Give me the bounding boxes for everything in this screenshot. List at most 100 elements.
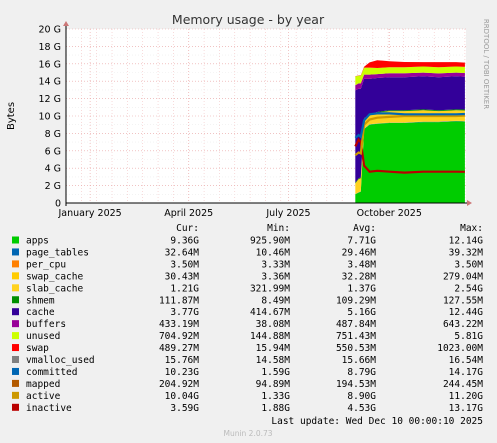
legend-cur-slab-cache: 1.21G	[170, 283, 199, 294]
y-tick-label: 16 G	[39, 59, 61, 70]
legend-min-swap: 15.94M	[256, 343, 291, 354]
y-tick-label: 0	[55, 199, 61, 210]
legend-min-per-cpu: 3.33M	[261, 259, 290, 270]
y-tick-label: 4 G	[45, 164, 61, 175]
y-tick-label: 6 G	[45, 146, 61, 157]
chart-title: Memory usage - by year	[172, 12, 325, 27]
legend-swatch-committed	[12, 367, 19, 375]
legend-name-vmalloc-used: vmalloc_used	[26, 355, 95, 366]
legend-avg-swap: 550.53M	[336, 343, 376, 354]
legend-max-slab-cache: 2.54G	[454, 283, 483, 294]
legend-cur-swap-cache: 30.43M	[165, 271, 200, 282]
legend-name-apps: apps	[26, 236, 49, 247]
series-area-swap	[355, 60, 465, 77]
y-axis-label: Bytes	[6, 102, 17, 130]
x-tick-label: April 2025	[164, 208, 213, 219]
legend-cur-shmem: 111.87M	[159, 295, 199, 306]
legend-max-swap-cache: 279.04M	[443, 271, 483, 282]
legend-swatch-slab-cache	[12, 284, 19, 292]
legend-min-page-tables: 10.46M	[256, 247, 291, 258]
legend-cur-mapped: 204.92M	[159, 379, 199, 390]
series-line-inactive	[354, 137, 465, 174]
legend-max-per-cpu: 3.50M	[454, 259, 483, 270]
legend-name-swap-cache: swap_cache	[26, 271, 83, 282]
legend-min-cache: 414.67M	[250, 307, 290, 318]
legend-swatch-cache	[12, 308, 19, 316]
x-tick-label: October 2025	[357, 208, 422, 219]
legend-header: Max:	[460, 223, 483, 234]
legend-swatch-per-cpu	[12, 260, 19, 268]
legend-avg-active: 8.90G	[347, 391, 376, 402]
legend-cur-cache: 3.77G	[170, 307, 199, 318]
legend-cur-active: 10.04G	[165, 391, 200, 402]
legend-name-page-tables: page_tables	[26, 247, 89, 258]
legend-max-committed: 14.17G	[449, 367, 484, 378]
legend-swatch-active	[12, 391, 19, 399]
legend-swatch-page-tables	[12, 248, 19, 256]
legend: Cur: Min: Avg: Max: apps 9.36G 925.90M 7.71G 12.…	[12, 223, 483, 414]
legend-max-swap: 1023.00M	[437, 343, 483, 354]
legend-cur-inactive: 3.59G	[170, 403, 199, 414]
legend-name-inactive: inactive	[26, 403, 72, 414]
legend-avg-slab-cache: 1.37G	[347, 283, 376, 294]
y-tick-label: 8 G	[45, 129, 61, 140]
legend-swatch-shmem	[12, 296, 19, 304]
legend-min-inactive: 1.88G	[261, 403, 290, 414]
legend-min-active: 1.33G	[261, 391, 290, 402]
legend-swatch-buffers	[12, 320, 19, 328]
series-area-unused	[355, 66, 465, 86]
legend-cur-page-tables: 32.64M	[165, 247, 200, 258]
rrdtool-credit: RRDTOOL / TOBI OETIKER	[482, 19, 490, 109]
legend-cur-per-cpu: 3.50M	[170, 259, 199, 270]
legend-avg-unused: 751.43M	[336, 331, 376, 342]
legend-min-unused: 144.88M	[250, 331, 290, 342]
legend-min-swap-cache: 3.36M	[261, 271, 290, 282]
munin-version: Munin 2.0.73	[223, 429, 272, 438]
axes: 0 2 G 4 G 6 G 8 G 10 G 12 G 14 G 16 G 18 G 20 G Jan…	[39, 21, 472, 219]
legend-cur-vmalloc-used: 15.76M	[165, 355, 200, 366]
y-tick-label: 20 G	[39, 25, 61, 36]
legend-swatch-apps	[12, 236, 19, 244]
legend-avg-shmem: 109.29M	[336, 295, 376, 306]
legend-avg-cache: 5.16G	[347, 307, 376, 318]
legend-avg-mapped: 194.53M	[336, 379, 376, 390]
y-tick-label: 10 G	[39, 112, 61, 123]
legend-avg-page-tables: 29.46M	[342, 247, 377, 258]
legend-name-committed: committed	[26, 367, 77, 378]
legend-swatch-mapped	[12, 379, 19, 387]
legend-name-cache: cache	[26, 307, 55, 318]
legend-swatch-swap-cache	[12, 272, 19, 280]
y-axis-arrow	[63, 21, 69, 26]
legend-cur-buffers: 433.19M	[159, 319, 199, 330]
legend-avg-per-cpu: 3.48M	[347, 259, 376, 270]
legend-min-mapped: 94.89M	[256, 379, 291, 390]
legend-max-apps: 12.14G	[449, 236, 484, 247]
y-tick-label: 12 G	[39, 94, 61, 105]
legend-swatch-swap	[12, 344, 19, 352]
legend-min-slab-cache: 321.99M	[250, 283, 290, 294]
legend-swatch-inactive	[12, 403, 19, 411]
series-layer	[354, 60, 465, 203]
legend-avg-inactive: 4.53G	[347, 403, 376, 414]
legend-name-mapped: mapped	[26, 379, 60, 390]
legend-max-shmem: 127.55M	[443, 295, 483, 306]
series-line-active	[354, 114, 465, 157]
legend-min-shmem: 8.49M	[261, 295, 290, 306]
legend-max-vmalloc-used: 16.54M	[449, 355, 484, 366]
series-line-committed	[354, 112, 465, 139]
y-tick-label: 18 G	[39, 42, 61, 53]
y-tick-label: 2 G	[45, 181, 61, 192]
legend-max-cache: 12.44G	[449, 307, 484, 318]
legend-max-active: 11.20G	[449, 391, 484, 402]
x-axis-arrow	[467, 200, 472, 206]
legend-max-inactive: 13.17G	[449, 403, 484, 414]
legend-name-shmem: shmem	[26, 295, 55, 306]
legend-avg-committed: 8.79G	[347, 367, 376, 378]
legend-swatch-vmalloc-used	[12, 356, 19, 363]
legend-min-vmalloc-used: 14.58M	[256, 355, 291, 366]
legend-cur-committed: 10.23G	[165, 367, 200, 378]
legend-cur-swap: 489.27M	[159, 343, 199, 354]
legend-swatch-unused	[12, 332, 19, 340]
series-area-cache	[355, 76, 465, 183]
